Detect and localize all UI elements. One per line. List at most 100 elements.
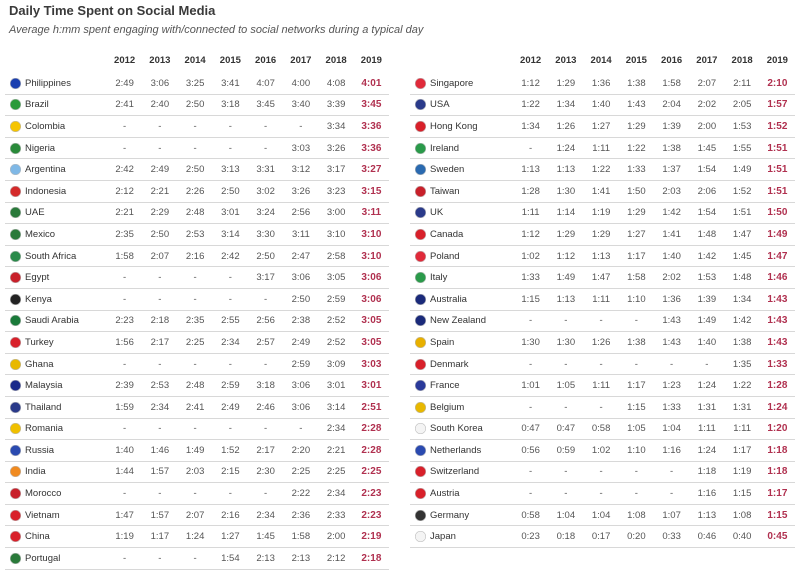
value-2019: 3:10	[353, 223, 389, 246]
value-cell: 3:06	[142, 73, 178, 95]
value-cell: 2:34	[212, 331, 248, 354]
value-cell: 0:46	[689, 525, 725, 549]
table-row: Austria - - - - -1:16 1:15 1:17	[410, 482, 795, 505]
value-2019: 2:28	[353, 418, 389, 441]
value-cell: 1:48	[724, 266, 760, 289]
value-cell: 1:11	[724, 418, 760, 441]
value-cell: 1:13	[583, 245, 619, 268]
value-cell: 1:39	[689, 288, 725, 311]
country-name: New Zealand	[430, 310, 513, 333]
value-cell: 3:17	[248, 266, 284, 289]
flag-icon	[414, 272, 426, 284]
value-cell: 1:54	[689, 202, 725, 225]
value-cell: 1:33	[654, 396, 690, 419]
country-name: South Korea	[430, 418, 513, 441]
value-cell: -	[107, 137, 143, 160]
value-2019: 3:10	[353, 245, 389, 268]
value-cell: 2:12	[107, 180, 143, 203]
value-cell: 1:02	[513, 245, 549, 268]
value-cell: -	[177, 115, 213, 138]
value-cell: 2:02	[654, 266, 690, 289]
value-cell: -	[107, 353, 143, 376]
value-cell: 2:35	[177, 310, 213, 333]
country-name: Saudi Arabia	[25, 310, 107, 333]
flag-icon	[9, 423, 21, 435]
value-cell: 2:33	[318, 504, 354, 527]
country-name: Vietnam	[25, 504, 107, 527]
value-cell: 3:14	[318, 396, 354, 419]
value-cell: 1:38	[618, 73, 654, 95]
flag-cell	[410, 353, 430, 376]
flag-icon	[414, 99, 426, 111]
flag-icon	[414, 77, 426, 89]
table-row: Netherlands 0:56 0:59 1:02 1:10 1:16 1:24 1:17 1…	[410, 439, 795, 462]
value-cell: 1:55	[724, 137, 760, 160]
value-2019: 1:46	[759, 266, 795, 289]
value-cell: 2:22	[283, 482, 319, 505]
value-cell: 0:47	[548, 418, 584, 441]
value-2019: 2:18	[353, 547, 389, 570]
flag-cell	[5, 439, 25, 462]
value-2019: 2:19	[353, 525, 389, 549]
value-cell: -	[583, 353, 619, 376]
value-cell: -	[654, 461, 690, 484]
table-row: Japan 0:23 0:18 0:17 0:20 0:33 0:46 0:40 0:45	[410, 525, 795, 549]
country-name: Morocco	[25, 482, 107, 505]
value-cell: 1:11	[513, 202, 549, 225]
country-name: Kenya	[25, 288, 107, 311]
value-cell: -	[212, 353, 248, 376]
country-name: France	[430, 374, 513, 397]
flag-cell	[410, 137, 430, 160]
flag-cell	[410, 439, 430, 462]
country-name: Singapore	[430, 73, 513, 95]
value-cell: 1:33	[618, 158, 654, 181]
year-header: 2013	[555, 54, 577, 66]
value-cell: 1:12	[513, 73, 549, 95]
flag-cell	[5, 115, 25, 138]
year-header: 2016	[255, 54, 277, 66]
value-cell: 1:58	[107, 245, 143, 268]
flag-icon	[414, 120, 426, 132]
value-cell: 2:58	[318, 245, 354, 268]
value-cell: 1:53	[689, 266, 725, 289]
country-name: Mexico	[25, 223, 107, 246]
flag-cell	[5, 374, 25, 397]
value-cell: -	[548, 482, 584, 505]
value-2019: 0:45	[759, 525, 795, 549]
left-table-body: Philippines 2:49 3:06 3:25 3:41 4:07 4:00 4:08 4…	[5, 73, 389, 570]
value-cell: 2:34	[248, 504, 284, 527]
value-cell: 3:05	[318, 266, 354, 289]
value-cell: -	[618, 461, 654, 484]
value-2019: 2:28	[353, 439, 389, 462]
flag-cell	[5, 310, 25, 333]
value-cell: 1:30	[548, 180, 584, 203]
value-cell: -	[212, 418, 248, 441]
value-cell: 2:36	[283, 504, 319, 527]
country-name: India	[25, 461, 107, 484]
value-cell: 2:17	[142, 331, 178, 354]
value-cell: 1:57	[142, 461, 178, 484]
value-cell: 1:38	[654, 137, 690, 160]
value-cell: 1:22	[724, 374, 760, 397]
flag-icon	[414, 531, 426, 543]
value-cell: 1:01	[513, 374, 549, 397]
flag-icon	[414, 401, 426, 413]
value-cell: 1:24	[689, 374, 725, 397]
value-2019: 2:23	[353, 504, 389, 527]
year-header: 2015	[625, 54, 647, 66]
value-cell: 1:52	[212, 439, 248, 462]
value-cell: 1:05	[548, 374, 584, 397]
value-2019: 1:15	[759, 504, 795, 527]
flag-cell	[5, 202, 25, 225]
value-cell: -	[513, 461, 549, 484]
country-name: Netherlands	[430, 439, 513, 462]
value-cell: 1:43	[618, 94, 654, 117]
value-cell: 2:38	[283, 310, 319, 333]
value-cell: 3:23	[318, 180, 354, 203]
country-name: Malaysia	[25, 374, 107, 397]
value-cell: -	[142, 288, 178, 311]
value-cell: 2:48	[177, 202, 213, 225]
value-cell: 1:29	[618, 202, 654, 225]
country-name: Austria	[430, 482, 513, 505]
value-cell: 2:34	[318, 418, 354, 441]
